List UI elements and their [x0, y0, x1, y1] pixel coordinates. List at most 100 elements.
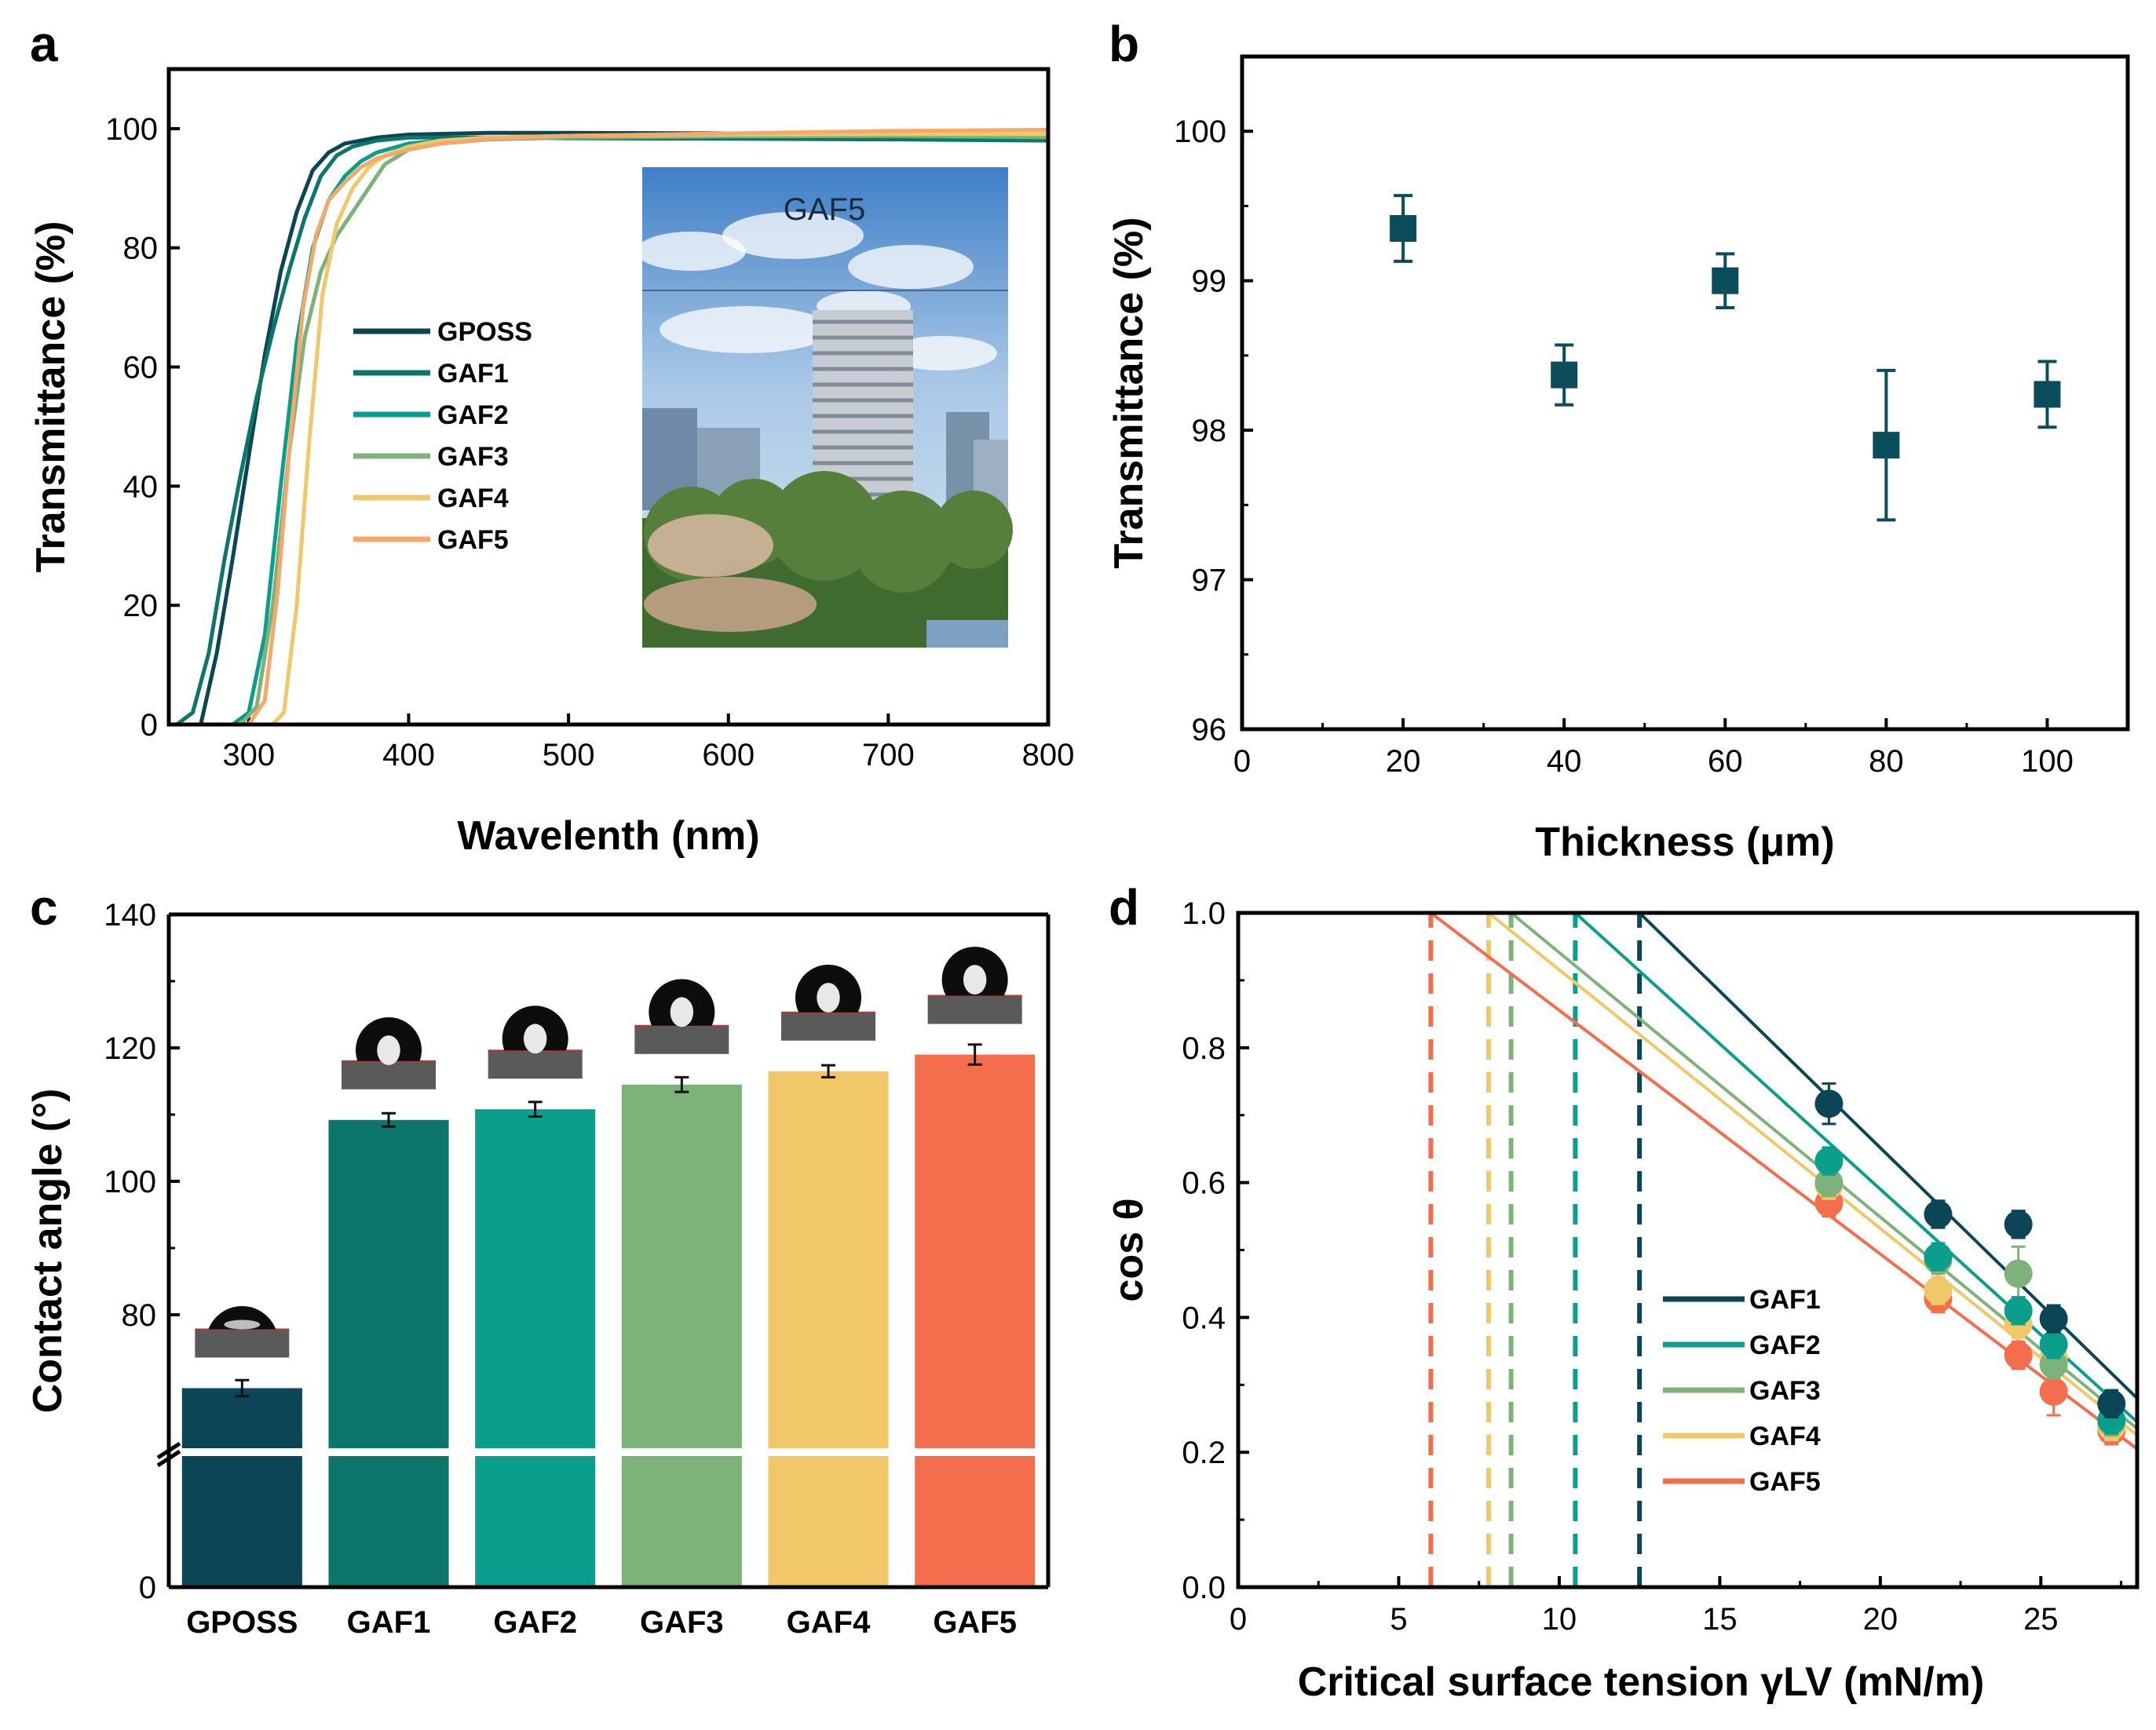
tree-icon: [934, 491, 1013, 569]
data-point-square: [2034, 381, 2061, 408]
category-label-gaf3: GAF3: [640, 1605, 724, 1640]
cloud-icon: [722, 212, 864, 259]
x-tick-label: 300: [222, 738, 275, 772]
x-tick-label: 80: [1869, 744, 1904, 779]
droplet-highlight: [670, 997, 694, 1027]
droplet-highlight: [963, 965, 987, 995]
data-point-gaf1: [2004, 1210, 2033, 1239]
y-tick-label: 140: [104, 898, 156, 933]
inset-label: GAF5: [784, 192, 865, 227]
legend-label-gaf1: GAF1: [437, 359, 509, 389]
data-point-square: [1873, 432, 1900, 459]
y-tick-label: 0.6: [1182, 1166, 1226, 1201]
y-tick-label: 0.0: [1182, 1571, 1226, 1605]
legend-label-gaf3: GAF3: [437, 442, 509, 472]
panel-letter-a: a: [30, 16, 58, 72]
x-axis-title: Wavelenth (nm): [457, 813, 759, 859]
hand-icon: [648, 514, 773, 577]
y-tick-label: 100: [104, 1165, 156, 1199]
x-tick-label: 100: [2021, 744, 2074, 779]
y-tick-label: 0: [139, 1571, 156, 1605]
substrate-icon: [488, 1050, 583, 1079]
x-tick-label: 25: [2023, 1602, 2059, 1637]
droplet-highlight: [523, 1024, 547, 1054]
x-tick-label: 500: [543, 738, 595, 772]
series-line-gposs: [177, 130, 1048, 727]
bar-gaf4-lower: [768, 1456, 889, 1587]
data-point-square: [1712, 267, 1739, 294]
bar-gaf2: [475, 1109, 596, 1448]
x-tick-label: 600: [702, 738, 755, 772]
x-axis-title: Thickness (μm): [1535, 819, 1834, 865]
plot-frame-d: [1236, 911, 2140, 1589]
droplet-highlight: [817, 983, 840, 1013]
y-tick-label: 60: [123, 351, 159, 385]
data-point-gaf2: [1924, 1243, 1953, 1272]
y-tick-label: 98: [1192, 414, 1227, 448]
x-tick-label: 800: [1022, 738, 1075, 772]
x-tick-label: 700: [862, 738, 915, 772]
droplet-image-gaf5: [927, 947, 1022, 1024]
x-tick-label: 400: [382, 738, 435, 772]
panel-letter-d: d: [1109, 879, 1139, 936]
legend-label-gaf5: GAF5: [437, 525, 509, 555]
droplet-image-gaf2: [488, 1006, 583, 1079]
substrate-icon: [634, 1025, 729, 1054]
plot-frame-b: [1240, 54, 2130, 732]
droplet-image-gposs: [195, 1305, 290, 1358]
data-point-gaf5: [2004, 1341, 2033, 1370]
axis-break-gap: [166, 1448, 1051, 1456]
data-point-square: [1390, 215, 1417, 243]
inset-photo: GAF5: [636, 167, 1013, 648]
y-tick-label: 99: [1192, 265, 1227, 299]
substrate-icon: [342, 1060, 436, 1089]
x-tick-label: 5: [1390, 1602, 1407, 1637]
tree-icon: [769, 471, 879, 581]
y-tick-label: 80: [123, 232, 159, 266]
y-tick-label: 0.4: [1182, 1301, 1226, 1335]
panel-d-zisman-plot: 0 5 10 15 20 25 0.0 0.2 0.4 0.6 0.8 1.0 GAF1 GAF2 GAF3…: [1106, 896, 2140, 1705]
bar-gaf3: [621, 1084, 742, 1448]
y-tick-label: 100: [1174, 115, 1226, 149]
droplet-image-gaf3: [634, 979, 729, 1054]
bar-gaf3-lower: [621, 1456, 742, 1587]
data-point-gaf2: [2039, 1330, 2068, 1359]
substrate-icon: [781, 1012, 875, 1041]
substrate-icon: [195, 1329, 290, 1358]
data-point-gaf3: [2004, 1259, 2033, 1288]
bar-gaf2-lower: [475, 1456, 596, 1587]
legend-label-gaf2: GAF2: [437, 400, 509, 430]
bridge-icon: [926, 620, 1008, 648]
data-point-gaf2: [2004, 1296, 2033, 1325]
hand-icon: [644, 577, 817, 632]
y-tick-label: 0: [141, 708, 158, 743]
cloud-icon: [660, 306, 832, 353]
x-axis-title: Critical surface tension γLV (mN/m): [1298, 1659, 1985, 1705]
bar-gposs-lower: [181, 1456, 302, 1587]
y-axis-title: Transmittance (%): [1106, 217, 1152, 569]
droplet-highlight: [377, 1035, 400, 1065]
droplet-image-gaf4: [781, 965, 875, 1041]
data-point-gaf1: [2039, 1305, 2068, 1334]
y-axis-title: cos θ: [1106, 1198, 1152, 1301]
bar-gposs: [181, 1388, 302, 1448]
y-tick-label: 80: [122, 1298, 157, 1333]
y-tick-label: 120: [104, 1031, 156, 1066]
bar-gaf4: [768, 1071, 889, 1448]
y-tick-label: 96: [1192, 713, 1227, 747]
y-tick-label: 100: [105, 112, 158, 147]
legend-label-gaf1: GAF1: [1749, 1285, 1821, 1315]
data-point-gaf1: [1924, 1199, 1953, 1228]
droplet-image-gaf1: [342, 1016, 436, 1089]
y-tick-label: 40: [123, 469, 159, 504]
cloud-icon: [848, 245, 974, 289]
y-tick-label: 20: [123, 589, 159, 623]
panel-c-contact-angle-bars: GPOSS GAF1 GAF2 GAF3 GAF4 GAF5 0 80 100 120 140 Con…: [25, 898, 1051, 1640]
y-tick-label: 0.8: [1182, 1031, 1226, 1066]
x-tick-label: 15: [1702, 1602, 1738, 1637]
x-tick-label: 20: [1386, 744, 1421, 779]
legend-label-gaf3: GAF3: [1749, 1376, 1821, 1406]
panel-letter-b: b: [1109, 16, 1139, 72]
category-label-gaf5: GAF5: [933, 1605, 1017, 1640]
